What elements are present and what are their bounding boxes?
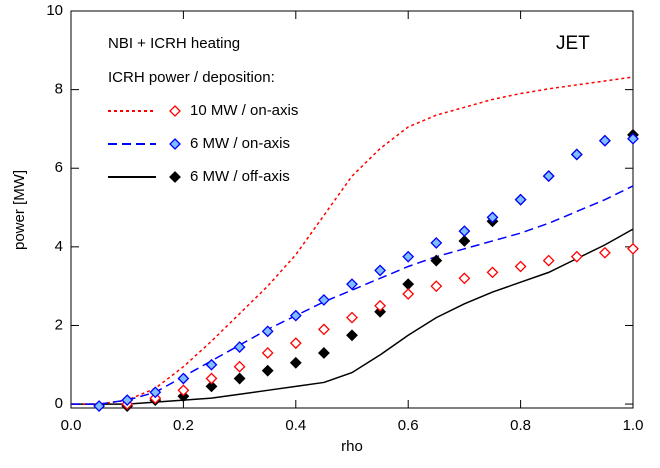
marker	[570, 250, 583, 263]
series-line	[71, 76, 634, 405]
marker	[402, 288, 415, 300]
marker	[374, 299, 387, 312]
series-line	[71, 228, 634, 405]
marker	[514, 260, 527, 273]
marker	[430, 280, 443, 293]
marker	[317, 323, 330, 336]
marker	[570, 148, 583, 161]
legend-label: 6 MW / on-axis	[190, 135, 290, 152]
y-tick-label: 4	[55, 238, 63, 255]
marker	[261, 347, 274, 359]
legend-title: ICRH power / deposition:	[108, 69, 275, 86]
x-tick-label: 0.4	[285, 417, 306, 434]
marker	[205, 358, 218, 371]
marker	[177, 384, 190, 397]
x-tick-label: 0.2	[173, 417, 194, 434]
marker	[430, 254, 443, 267]
marker	[627, 242, 639, 255]
marker	[514, 193, 527, 206]
marker	[233, 372, 246, 385]
legend-marker	[169, 138, 181, 150]
marker	[261, 325, 274, 338]
annotation: JET	[556, 33, 590, 54]
y-axis-label: power [MW]	[11, 170, 28, 250]
marker	[205, 372, 218, 385]
marker	[317, 293, 330, 306]
marker	[289, 337, 302, 350]
marker	[542, 254, 555, 267]
marker	[289, 309, 302, 322]
y-tick-label: 10	[46, 2, 63, 19]
marker	[598, 134, 611, 147]
marker	[598, 246, 611, 259]
x-axis-label: rho	[341, 438, 363, 455]
marker	[458, 272, 471, 285]
y-tick-label: 8	[55, 81, 63, 98]
marker	[542, 170, 555, 183]
marker	[149, 386, 162, 399]
legend-marker	[169, 171, 181, 183]
marker	[486, 266, 499, 279]
series-line	[71, 185, 634, 405]
marker	[458, 235, 471, 247]
marker	[374, 264, 387, 277]
marker	[317, 347, 330, 359]
y-tick-label: 6	[55, 159, 63, 176]
marker	[346, 311, 358, 324]
x-tick-label: 0.6	[398, 417, 419, 434]
marker	[430, 236, 443, 249]
marker	[205, 380, 218, 393]
y-tick-label: 0	[55, 395, 63, 412]
marker	[402, 278, 415, 291]
marker	[177, 372, 190, 385]
legend-label: 6 MW / off-axis	[190, 168, 290, 185]
x-tick-label: 0.8	[510, 417, 531, 434]
x-tick-label: 0.0	[61, 417, 82, 434]
legend-marker	[169, 105, 181, 117]
marker	[402, 250, 415, 263]
marker	[486, 211, 499, 224]
x-tick-label: 1.0	[623, 417, 644, 434]
marker	[346, 278, 358, 291]
marker	[121, 394, 134, 407]
marker	[458, 225, 471, 238]
y-tick-label: 2	[55, 316, 63, 333]
marker	[261, 364, 274, 377]
marker	[233, 360, 246, 373]
plot-frame	[70, 10, 634, 409]
chart-title: NBI + ICRH heating	[108, 35, 240, 52]
marker	[93, 400, 106, 412]
marker	[233, 341, 246, 353]
marker	[627, 132, 639, 145]
marker	[346, 329, 358, 342]
marker	[289, 356, 302, 369]
legend-label: 10 MW / on-axis	[190, 102, 298, 119]
